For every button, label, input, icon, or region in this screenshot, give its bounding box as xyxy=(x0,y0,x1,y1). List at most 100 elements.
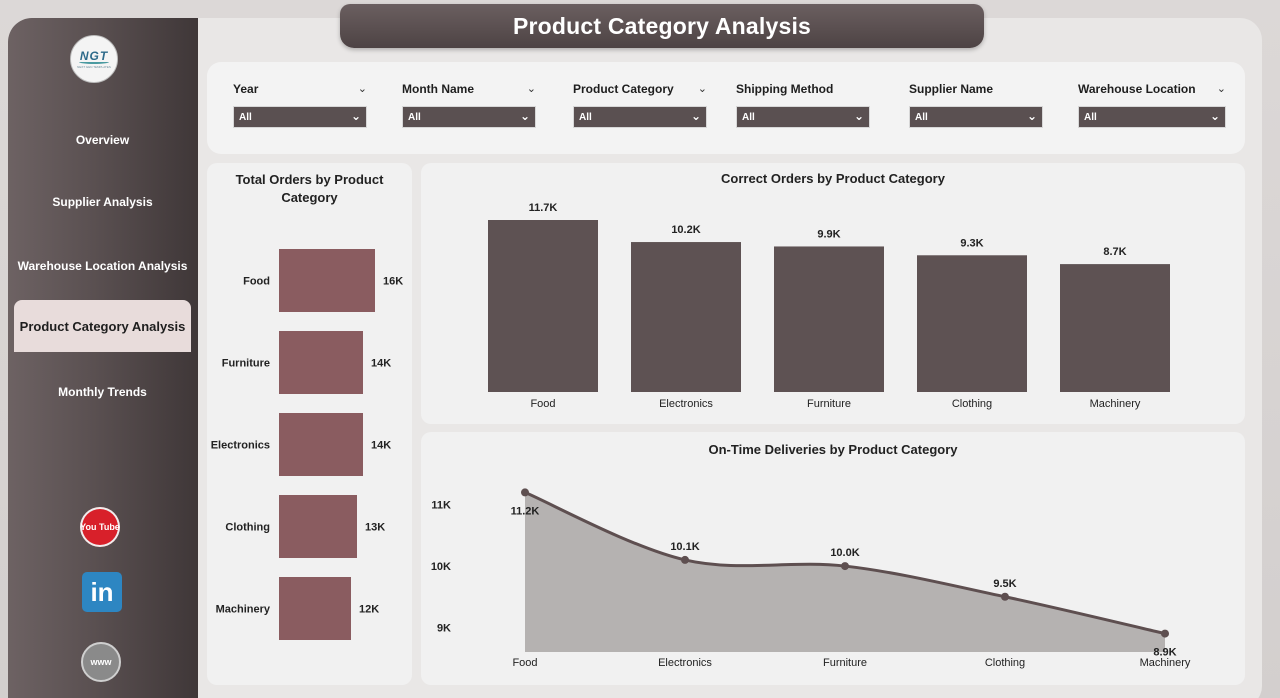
bar xyxy=(631,242,741,392)
dropdown-value: All xyxy=(239,111,252,123)
logo-subtext: NEXT GEN TEMPLATES xyxy=(77,65,111,69)
data-label: 14K xyxy=(371,440,391,452)
bar xyxy=(774,246,884,392)
website-icon[interactable]: www xyxy=(81,642,121,682)
bar xyxy=(488,220,598,392)
category-label: Machinery xyxy=(216,604,271,616)
category-label: Clothing xyxy=(225,522,270,534)
category-label: Clothing xyxy=(985,657,1025,669)
data-label: 8.9K xyxy=(1153,647,1176,659)
year-dropdown[interactable]: All ⌄ xyxy=(233,106,367,128)
filter-label: Year xyxy=(233,82,259,96)
chevron-down-icon: ⌄ xyxy=(519,109,530,123)
youtube-icon-text: You Tube xyxy=(80,521,120,532)
data-label: 8.7K xyxy=(1103,246,1126,258)
dropdown-value: All xyxy=(915,111,928,123)
filter-label: Shipping Method xyxy=(736,82,834,96)
total-orders-card: Total Orders by Product Category Food 16K… xyxy=(207,163,412,685)
data-label: 9.3K xyxy=(960,237,983,249)
chevron-down-icon[interactable]: ⌄ xyxy=(526,83,536,95)
bar xyxy=(279,331,363,394)
y-tick-label: 10K xyxy=(431,561,451,573)
chevron-down-icon: ⌄ xyxy=(1026,109,1037,123)
website-icon-text: www xyxy=(90,657,112,667)
chevron-down-icon[interactable]: ⌄ xyxy=(1216,83,1226,95)
dropdown-value: All xyxy=(1084,111,1097,123)
on-time-deliveries-card: On-Time Deliveries by Product Category 1… xyxy=(421,432,1245,685)
sidebar-item-warehouse-location-analysis[interactable]: Warehouse Location Analysis xyxy=(17,259,188,273)
bar xyxy=(917,255,1027,392)
data-label: 13K xyxy=(365,522,385,534)
filter-shipping-method: Shipping Method All ⌄ xyxy=(736,78,870,128)
filter-year: Year ⌄ All ⌄ xyxy=(233,78,367,128)
chart-title: Correct Orders by Product Category xyxy=(721,171,945,186)
chevron-down-icon: ⌄ xyxy=(853,109,864,123)
page-title-bar: Product Category Analysis xyxy=(340,4,984,48)
category-label: Electronics xyxy=(211,440,270,452)
area-fill xyxy=(525,492,1165,652)
chevron-down-icon[interactable]: ⌄ xyxy=(357,83,367,95)
chevron-down-icon: ⌄ xyxy=(690,109,701,123)
sidebar-item-supplier-analysis[interactable]: Supplier Analysis xyxy=(52,195,153,209)
data-label: 9.9K xyxy=(817,228,840,240)
bar xyxy=(279,577,351,640)
filter-month-name: Month Name ⌄ All ⌄ xyxy=(402,78,536,128)
month-name-dropdown[interactable]: All ⌄ xyxy=(402,106,536,128)
correct-orders-card: Correct Orders by Product Category 11.7K… xyxy=(421,163,1245,424)
data-label: 14K xyxy=(371,358,391,370)
sidebar-item-product-category-analysis[interactable]: Product Category Analysis xyxy=(14,300,191,352)
chevron-down-icon: ⌄ xyxy=(350,109,361,123)
category-label: Food xyxy=(243,276,270,288)
dropdown-value: All xyxy=(579,111,592,123)
filter-label: Month Name xyxy=(402,82,474,96)
total-orders-chart: Food 16K Furniture 14K Electronics 14K Clothin… xyxy=(211,249,403,640)
data-label: 16K xyxy=(383,276,403,288)
category-label: Food xyxy=(512,657,537,669)
chart-title: Total Orders by Product Category xyxy=(235,172,384,205)
bar xyxy=(279,495,357,558)
data-label: 10.0K xyxy=(830,547,859,559)
linkedin-icon-text: in xyxy=(90,576,114,607)
product-category-dropdown[interactable]: All ⌄ xyxy=(573,106,707,128)
linkedin-icon[interactable]: in xyxy=(82,572,122,612)
filter-supplier-name: Supplier Name All ⌄ xyxy=(909,78,1043,128)
y-tick-label: 11K xyxy=(431,500,451,512)
category-label: Furniture xyxy=(222,358,270,370)
data-label: 12K xyxy=(359,604,379,616)
dropdown-value: All xyxy=(408,111,421,123)
filter-label: Supplier Name xyxy=(909,82,994,96)
dropdown-value: All xyxy=(742,111,755,123)
logo-swoosh-icon xyxy=(79,60,109,64)
bar xyxy=(279,249,375,312)
category-label: Electronics xyxy=(659,398,713,410)
sidebar-item-monthly-trends[interactable]: Monthly Trends xyxy=(58,385,147,399)
category-label: Furniture xyxy=(823,657,867,669)
filter-label: Product Category xyxy=(573,82,674,96)
category-label: Food xyxy=(530,398,555,410)
filter-label: Warehouse Location xyxy=(1078,82,1196,96)
data-point xyxy=(681,555,689,564)
youtube-icon[interactable]: You Tube xyxy=(80,507,120,547)
category-label: Machinery xyxy=(1140,657,1191,669)
category-label: Electronics xyxy=(658,657,712,669)
y-tick-label: 9K xyxy=(437,622,451,634)
on-time-deliveries-chart: 11K 10K 9K 11.2K Food 10.1K Electronics 10.0K Fu… xyxy=(431,488,1191,669)
chevron-down-icon: ⌄ xyxy=(1209,109,1220,123)
filter-warehouse-location: Warehouse Location ⌄ All ⌄ xyxy=(1078,78,1226,128)
shipping-method-dropdown[interactable]: All ⌄ xyxy=(736,106,870,128)
chevron-down-icon[interactable]: ⌄ xyxy=(697,83,707,95)
category-label: Furniture xyxy=(807,398,851,410)
bar xyxy=(1060,264,1170,392)
page-title: Product Category Analysis xyxy=(512,12,812,39)
data-label: 11.7K xyxy=(529,202,558,214)
supplier-name-dropdown[interactable]: All ⌄ xyxy=(909,106,1043,128)
data-label: 10.1K xyxy=(670,541,699,553)
filter-panel: Year ⌄ All ⌄ Month Name ⌄ All ⌄ Product Ca… xyxy=(207,62,1245,154)
warehouse-location-dropdown[interactable]: All ⌄ xyxy=(1078,106,1226,128)
data-point xyxy=(1001,592,1009,601)
data-point xyxy=(1161,629,1169,638)
data-label: 9.5K xyxy=(993,578,1016,590)
category-label: Machinery xyxy=(1090,398,1141,410)
sidebar-item-overview[interactable]: Overview xyxy=(75,133,130,147)
data-label: 11.2K xyxy=(511,505,540,517)
